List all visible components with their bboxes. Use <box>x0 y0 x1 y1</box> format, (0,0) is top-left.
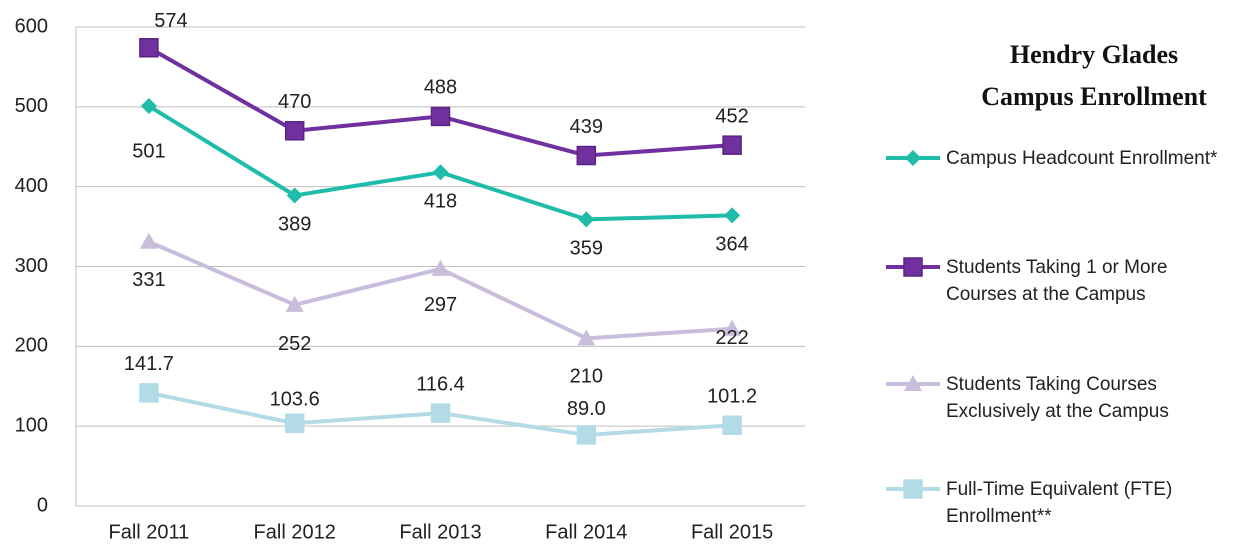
legend-marker <box>904 375 922 391</box>
y-tick-label: 0 <box>37 494 48 516</box>
legend-label: Full-Time Equivalent (FTE) Enrollment** <box>946 479 1173 527</box>
series-line <box>148 239 733 341</box>
data-label: 574 <box>154 10 187 32</box>
point-marker <box>431 259 450 276</box>
data-label: 418 <box>424 191 457 213</box>
point-marker <box>139 383 159 403</box>
point-marker <box>724 207 741 224</box>
data-label: 331 <box>132 269 165 291</box>
point-marker <box>576 145 597 166</box>
point-marker <box>723 319 742 336</box>
x-tick-label: Fall 2015 <box>691 521 773 543</box>
data-label: 103.6 <box>270 389 320 411</box>
legend-label: Students Taking 1 or More Courses at the… <box>946 257 1168 305</box>
data-label: 141.7 <box>124 353 174 375</box>
point-marker <box>139 38 159 58</box>
point-marker <box>430 106 451 127</box>
y-tick-label: 300 <box>15 255 48 277</box>
data-label: 359 <box>570 238 603 260</box>
point-marker <box>430 403 451 423</box>
series-line <box>147 46 733 158</box>
point-marker <box>578 211 595 228</box>
point-marker <box>139 232 158 249</box>
legend-marker <box>903 479 923 499</box>
data-label: 452 <box>715 105 748 127</box>
data-label: 488 <box>424 77 457 99</box>
point-marker <box>140 98 157 115</box>
data-label: 501 <box>132 140 165 162</box>
point-marker <box>577 329 596 346</box>
data-label: 470 <box>278 91 311 113</box>
data-label: 89.0 <box>567 398 606 420</box>
data-label: 252 <box>278 333 311 355</box>
legend-marker <box>903 257 923 277</box>
point-marker <box>286 187 303 204</box>
data-label: 389 <box>278 214 311 236</box>
data-label: 297 <box>424 294 457 316</box>
x-tick-label: Fall 2014 <box>545 521 627 543</box>
y-tick-label: 200 <box>15 335 48 357</box>
point-marker <box>576 425 597 445</box>
point-marker <box>284 121 305 141</box>
data-label: 116.4 <box>416 373 465 395</box>
y-tick-label: 100 <box>15 414 48 436</box>
point-marker <box>284 413 305 434</box>
data-label: 364 <box>715 234 748 256</box>
y-tick-label: 500 <box>15 95 48 117</box>
y-tick-label: 600 <box>15 15 48 37</box>
x-tick-label: Fall 2011 <box>109 521 190 543</box>
point-marker <box>722 415 742 435</box>
data-label: 101.2 <box>707 385 757 407</box>
legend-label: Campus Headcount Enrollment* <box>946 148 1218 169</box>
data-label: 439 <box>570 116 603 138</box>
legend-marker <box>905 150 921 166</box>
point-marker <box>285 295 304 312</box>
x-tick-label: Fall 2013 <box>399 521 481 543</box>
point-marker <box>432 164 449 181</box>
y-tick-label: 400 <box>15 175 48 197</box>
legend-label: Students Taking Courses Exclusively at t… <box>946 374 1169 422</box>
data-label: 210 <box>570 366 603 388</box>
point-marker <box>722 135 742 155</box>
data-label: 222 <box>715 327 748 349</box>
chart-title: Hendry Glades Campus Enrollment <box>981 40 1207 111</box>
x-tick-label: Fall 2012 <box>254 521 336 543</box>
